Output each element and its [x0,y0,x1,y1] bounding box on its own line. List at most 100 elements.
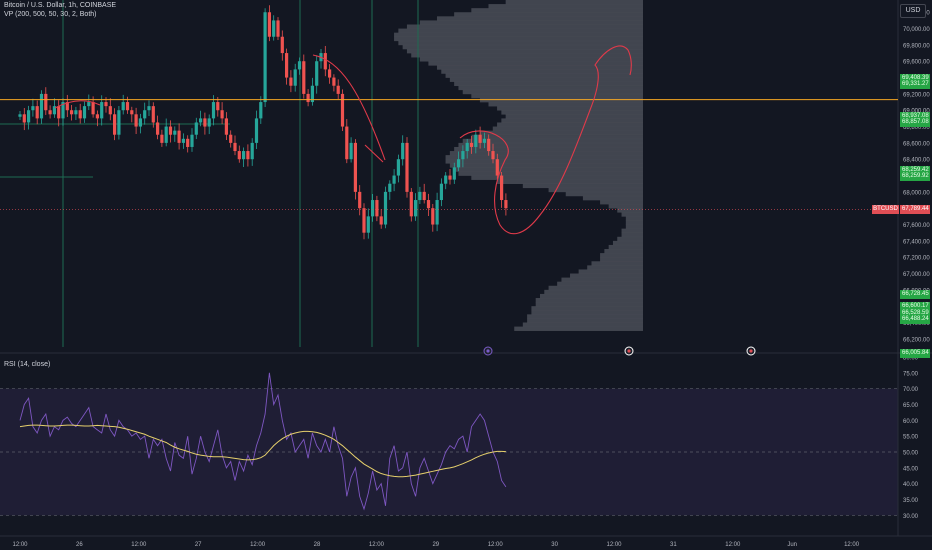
rsi-ma-line [19,424,506,478]
time-axis-label: 12:00 [131,542,147,548]
candle-body [250,142,254,160]
volume-profile-bar [582,195,643,201]
volume-profile-bar [621,232,643,238]
candle-body [181,138,185,143]
symbol-legend[interactable]: Bitcoin / U.S. Dollar, 1h, COINBASE [4,2,117,9]
candle-body [194,122,198,135]
time-axis-label: Jun [787,542,797,548]
candle-body [358,191,362,209]
candle-body [414,200,418,217]
rsi-legend[interactable]: RSI (14, close) [4,361,51,368]
candle-body [224,118,228,135]
candle-body [474,134,478,147]
candle-body [246,151,250,160]
price-tag: 66,528.59 [900,308,930,318]
candle-body [340,93,345,127]
candle-body [27,110,31,123]
candle-body [431,208,435,225]
candle-body [392,175,396,184]
volume-profile-bar [501,110,643,115]
candle-body [280,36,284,54]
candle-body [216,102,220,111]
volume-profile-bar [436,16,643,21]
candle-body [461,151,465,160]
volume-profile-bar [458,85,643,91]
time-axis-label: 12:00 [725,542,741,548]
candle-body [297,61,302,70]
candle-body [190,134,194,147]
volume-profile-bar [522,183,643,189]
candle-body [242,151,246,160]
volume-profile-bar [497,106,643,111]
volume-profile-bar [608,204,643,209]
event-flag-icon [627,349,631,353]
volume-profile-bar [398,28,643,33]
volume-profile-bar [449,77,643,82]
candle-body [306,93,310,103]
candle-body [78,110,82,119]
rsi-axis-label: 75.00 [903,371,919,377]
rsi-axis-label: 35.00 [903,498,919,504]
candle-body [500,175,504,201]
time-axis-label: 12:00 [606,542,622,548]
volume-profile-bar [449,163,643,168]
candle-body [478,134,482,143]
candle-body [465,142,469,152]
candle-body [151,106,155,123]
volume-profile-bar [591,261,643,266]
candle-body [117,110,121,135]
price-axis-label: 70,000.00 [903,27,930,33]
volume-profile-bar [471,175,643,180]
volume-profile-bar [462,138,643,144]
candle-body [345,126,349,160]
candle-body [495,159,499,176]
candle-body [100,102,104,119]
time-axis-label: 31 [670,542,677,548]
price-axis-label: 68,800.00 [903,125,930,131]
candle-body [207,118,211,127]
rsi-axis-label: 40.00 [903,482,919,488]
time-axis-label: 28 [314,542,321,548]
volume-profile-bar [600,200,643,205]
candle-body [82,106,87,119]
volume-profile-legend[interactable]: VP (200, 500, 50, 30, 2, Both) [4,11,97,18]
time-axis-label: 12:00 [250,542,266,548]
time-axis-label: 30 [551,542,558,548]
candle-body [87,102,91,107]
candle-body [74,110,78,115]
price-axis-label: 69,000.00 [903,109,930,115]
volume-profile-bar [625,220,643,225]
volume-profile-bar [445,155,643,160]
rsi-axis-label: 70.00 [903,387,919,393]
volume-profile-bar [535,302,643,307]
volume-profile-bar [454,167,643,172]
candle-body [156,122,160,135]
candle-body [379,216,383,225]
volume-profile-bar [625,224,643,229]
volume-profile-bar [445,73,643,78]
candle-body [315,61,319,86]
volume-profile-bar [454,81,643,87]
candle-body [31,106,35,111]
candle-body [121,102,125,111]
candle-body [18,114,22,117]
candle-body [168,126,173,135]
volume-profile-bar [522,322,643,327]
candle-body [104,102,108,107]
currency-button[interactable]: USD [900,4,926,18]
volume-profile-bar [548,285,643,291]
annotation-curve [364,144,384,163]
candle-body [48,110,52,115]
volume-profile-bar [471,8,643,13]
volume-profile-bar [436,65,643,70]
price-axis-label: 66,200.00 [903,337,930,343]
candle-body [366,216,370,233]
volume-profile-bar [398,40,643,46]
time-axis-label: 27 [195,542,202,548]
candle-body [173,130,177,135]
candle-body [293,69,297,86]
price-tag: 68,259.92 [900,172,930,182]
volume-profile-bar [488,102,643,107]
volume-profile-bar [479,130,643,136]
